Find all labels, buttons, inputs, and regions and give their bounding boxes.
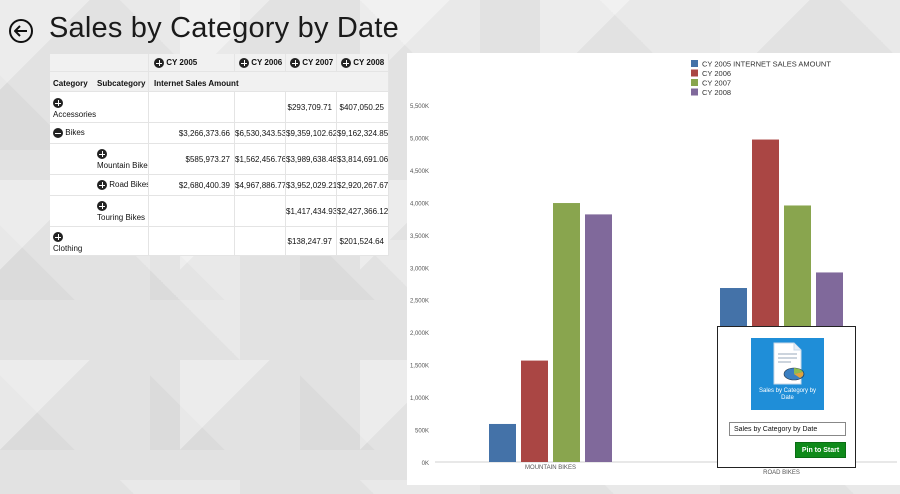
table-cell: $1,562,456.76 [235,144,286,175]
y-tick-label: 3,500K [410,234,429,240]
table-cell: $4,967,886.77 [235,175,286,196]
row-label-road-bikes: Road Bikes [50,175,149,196]
y-tick-label: 1,000K [410,396,429,402]
tile-label: Sales by Category by Date [758,388,817,401]
legend-swatch [691,88,698,96]
bar [489,423,516,462]
back-button[interactable] [9,19,33,43]
tile-name-input[interactable] [729,422,846,436]
table-cell: $138,247.97 [286,227,337,256]
legend-label: CY 2005 INTERNET SALES AMOUNT [702,60,831,69]
legend-swatch [691,69,698,77]
y-tick-label: 3,000K [410,266,429,272]
arrow-left-icon [14,25,27,37]
legend-swatch [691,79,698,86]
column-header-cy2005[interactable]: CY 2005 [149,54,235,72]
table-cell: $293,709.71 [286,92,337,123]
bar [521,360,548,462]
table-cell: $407,050.25 [337,92,389,123]
expand-icon[interactable] [239,58,249,68]
document-chart-icon [773,342,805,385]
table-cell: $3,814,691.06 [337,144,389,175]
expand-icon[interactable] [53,232,63,242]
table-cell: $9,162,324.85 [337,123,389,144]
legend-swatch [691,60,698,67]
row-header-category: Category [50,72,97,92]
table-cell [235,92,286,123]
pin-to-start-flyout: Sales by Category by Date Pin to Start [717,326,856,468]
y-tick-label: 500K [415,429,429,435]
row-label-mountain-bikes: Mountain Bikes [50,144,149,175]
y-tick-label: 4,000K [410,201,429,207]
expand-icon[interactable] [290,58,300,68]
y-tick-label: 5,000K [410,136,429,142]
table-cell [235,227,286,256]
table-cell: $2,920,267.67 [337,175,389,196]
expand-icon[interactable] [154,58,164,68]
y-tick-label: 0K [422,461,429,467]
table-cell [149,227,235,256]
column-header-cy2007[interactable]: CY 2007 [286,54,337,72]
y-tick-label: 1,500K [410,364,429,370]
y-tick-label: 5,500K [410,104,429,110]
expand-icon[interactable] [53,98,63,108]
row-label-clothing: Clothing [50,227,149,256]
legend-label: CY 2008 [702,88,731,97]
expand-icon[interactable] [97,149,107,159]
x-tick-label: ROAD BIKES [763,470,800,476]
pivot-table: CY 2005 CY 2006 CY 2007 CY 2008 Category… [50,54,389,256]
page-title: Sales by Category by Date [49,12,399,44]
table-cell: $2,427,366.12 [337,196,389,227]
legend-label: CY 2007 [702,79,731,88]
row-label-accessories: Accessories [50,92,149,123]
table-cell [235,196,286,227]
bar [553,203,580,463]
pin-to-start-button[interactable]: Pin to Start [795,442,846,458]
y-tick-label: 4,500K [410,169,429,175]
y-tick-label: 2,500K [410,299,429,305]
row-header-subcategory: Subcategory [97,72,149,92]
expand-icon[interactable] [97,180,107,190]
column-header-cy2008[interactable]: CY 2008 [337,54,389,72]
table-cell: $2,680,400.39 [149,175,235,196]
table-cell: $201,524.64 [337,227,389,256]
expand-icon[interactable] [97,201,107,211]
table-cell: $3,952,029.21 [286,175,337,196]
table-cell [149,196,235,227]
collapse-icon[interactable] [53,128,63,138]
y-tick-label: 2,000K [410,331,429,337]
table-cell: $1,417,434.93 [286,196,337,227]
row-label-touring-bikes: Touring Bikes [50,196,149,227]
expand-icon[interactable] [341,58,351,68]
tile-preview: Sales by Category by Date [751,338,824,410]
table-cell: $9,359,102.62 [286,123,337,144]
table-cell: $585,973.27 [149,144,235,175]
row-label-bikes: Bikes [50,123,149,144]
header-corner [50,54,149,72]
column-header-cy2006[interactable]: CY 2006 [235,54,286,72]
table-cell: $3,989,638.48 [286,144,337,175]
table-cell: $6,530,343.53 [235,123,286,144]
x-tick-label: MOUNTAIN BIKES [525,465,576,471]
table-cell [149,92,235,123]
table-cell: $3,266,373.66 [149,123,235,144]
bar [585,214,612,462]
measure-header: Internet Sales Amount [149,72,389,92]
legend-label: CY 2006 [702,69,731,78]
